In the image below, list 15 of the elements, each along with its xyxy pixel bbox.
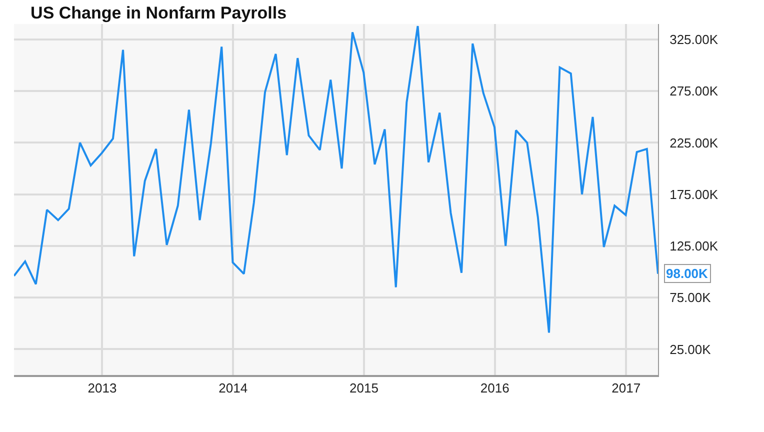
x-tick-label: 2015 bbox=[350, 380, 378, 396]
chart-title: US Change in Nonfarm Payrolls bbox=[30, 3, 287, 22]
y-tick-label: 325.00K bbox=[670, 32, 718, 48]
y-tick-label: 275.00K bbox=[670, 84, 718, 99]
x-tick-label: 2013 bbox=[88, 380, 117, 396]
y-tick-label: 25.00K bbox=[670, 342, 712, 357]
y-tick-label: 225.00K bbox=[670, 135, 718, 150]
y-tick-label: 75.00K bbox=[670, 290, 712, 306]
annotation: 98.00K bbox=[666, 266, 709, 281]
x-tick-label: 2014 bbox=[218, 380, 248, 396]
x-tick-label: 2016 bbox=[480, 380, 510, 396]
line-series bbox=[14, 25, 658, 334]
x-tick-label: 2017 bbox=[612, 380, 641, 396]
y-tick-label: 125.00K bbox=[670, 238, 718, 254]
y-tick-label: 175.00K bbox=[670, 186, 718, 202]
